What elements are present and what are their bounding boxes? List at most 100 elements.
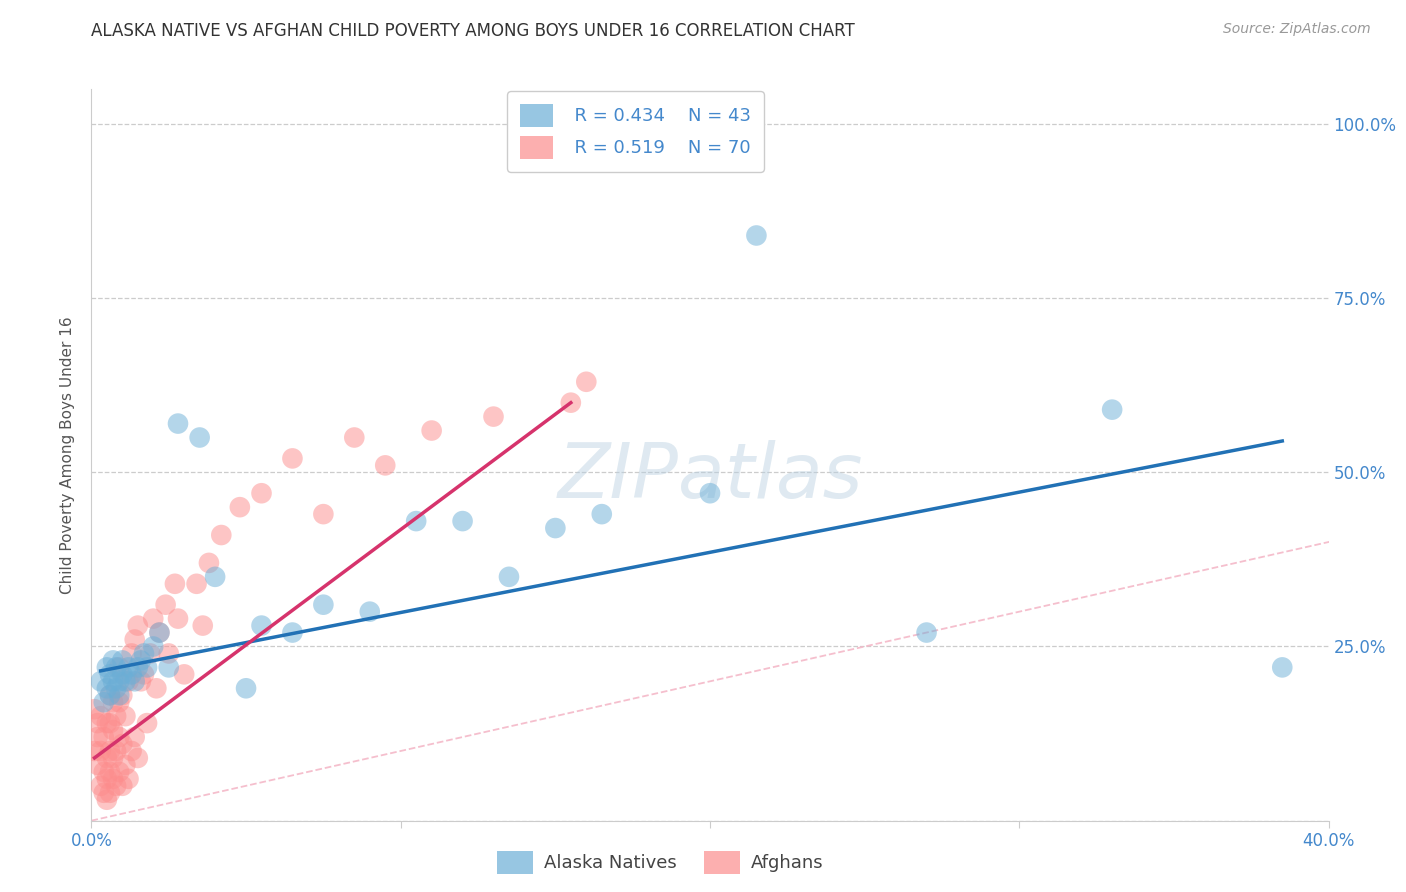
- Point: [114, 709, 136, 723]
- Point: [1271, 660, 1294, 674]
- Point: [96, 793, 118, 807]
- Point: [111, 653, 134, 667]
- Point: [98, 688, 121, 702]
- Point: [167, 612, 190, 626]
- Text: Source: ZipAtlas.com: Source: ZipAtlas.com: [1223, 22, 1371, 37]
- Point: [136, 660, 159, 674]
- Point: [101, 772, 124, 786]
- Point: [117, 772, 139, 786]
- Point: [98, 744, 121, 758]
- Point: [145, 681, 167, 696]
- Point: [124, 674, 146, 689]
- Point: [127, 660, 149, 674]
- Point: [127, 751, 149, 765]
- Point: [132, 667, 155, 681]
- Point: [699, 486, 721, 500]
- Point: [148, 625, 170, 640]
- Point: [482, 409, 505, 424]
- Point: [157, 647, 180, 661]
- Point: [98, 688, 121, 702]
- Point: [575, 375, 598, 389]
- Point: [235, 681, 257, 696]
- Point: [124, 730, 146, 744]
- Point: [420, 424, 443, 438]
- Point: [359, 605, 381, 619]
- Point: [108, 764, 131, 779]
- Point: [186, 576, 208, 591]
- Point: [188, 430, 211, 444]
- Point: [374, 458, 396, 473]
- Point: [101, 653, 124, 667]
- Point: [98, 786, 121, 800]
- Point: [90, 744, 112, 758]
- Point: [114, 758, 136, 772]
- Point: [108, 730, 131, 744]
- Point: [101, 751, 124, 765]
- Point: [148, 625, 170, 640]
- Point: [157, 660, 180, 674]
- Point: [101, 723, 124, 737]
- Point: [121, 667, 143, 681]
- Point: [121, 647, 143, 661]
- Point: [312, 598, 335, 612]
- Point: [93, 695, 115, 709]
- Point: [96, 716, 118, 731]
- Text: ALASKA NATIVE VS AFGHAN CHILD POVERTY AMONG BOYS UNDER 16 CORRELATION CHART: ALASKA NATIVE VS AFGHAN CHILD POVERTY AM…: [91, 22, 855, 40]
- Point: [90, 779, 112, 793]
- Point: [498, 570, 520, 584]
- Point: [139, 647, 162, 661]
- Point: [167, 417, 190, 431]
- Point: [129, 674, 152, 689]
- Point: [108, 695, 131, 709]
- Y-axis label: Child Poverty Among Boys Under 16: Child Poverty Among Boys Under 16: [60, 316, 76, 594]
- Point: [98, 667, 121, 681]
- Point: [105, 709, 128, 723]
- Legend: Alaska Natives, Afghans: Alaska Natives, Afghans: [491, 844, 831, 881]
- Point: [142, 640, 165, 654]
- Point: [98, 716, 121, 731]
- Point: [93, 786, 115, 800]
- Point: [1101, 402, 1123, 417]
- Point: [105, 744, 128, 758]
- Point: [111, 737, 134, 751]
- Point: [155, 598, 177, 612]
- Point: [127, 618, 149, 632]
- Point: [105, 779, 128, 793]
- Point: [250, 618, 273, 632]
- Point: [163, 576, 186, 591]
- Point: [96, 681, 118, 696]
- Point: [544, 521, 567, 535]
- Point: [101, 674, 124, 689]
- Point: [124, 632, 146, 647]
- Point: [83, 702, 105, 716]
- Point: [108, 674, 131, 689]
- Point: [591, 507, 613, 521]
- Point: [560, 395, 582, 409]
- Point: [86, 716, 108, 731]
- Point: [108, 660, 131, 674]
- Point: [93, 764, 115, 779]
- Point: [105, 681, 128, 696]
- Point: [198, 556, 221, 570]
- Point: [111, 779, 134, 793]
- Point: [111, 688, 134, 702]
- Point: [83, 744, 105, 758]
- Point: [108, 688, 131, 702]
- Point: [86, 730, 108, 744]
- Point: [281, 625, 304, 640]
- Point: [101, 695, 124, 709]
- Point: [132, 647, 155, 661]
- Point: [93, 730, 115, 744]
- Point: [136, 716, 159, 731]
- Point: [86, 758, 108, 772]
- Point: [343, 430, 366, 444]
- Point: [451, 514, 474, 528]
- Point: [98, 764, 121, 779]
- Point: [96, 751, 118, 765]
- Point: [191, 618, 214, 632]
- Point: [250, 486, 273, 500]
- Point: [90, 709, 112, 723]
- Point: [142, 612, 165, 626]
- Point: [405, 514, 427, 528]
- Point: [129, 653, 152, 667]
